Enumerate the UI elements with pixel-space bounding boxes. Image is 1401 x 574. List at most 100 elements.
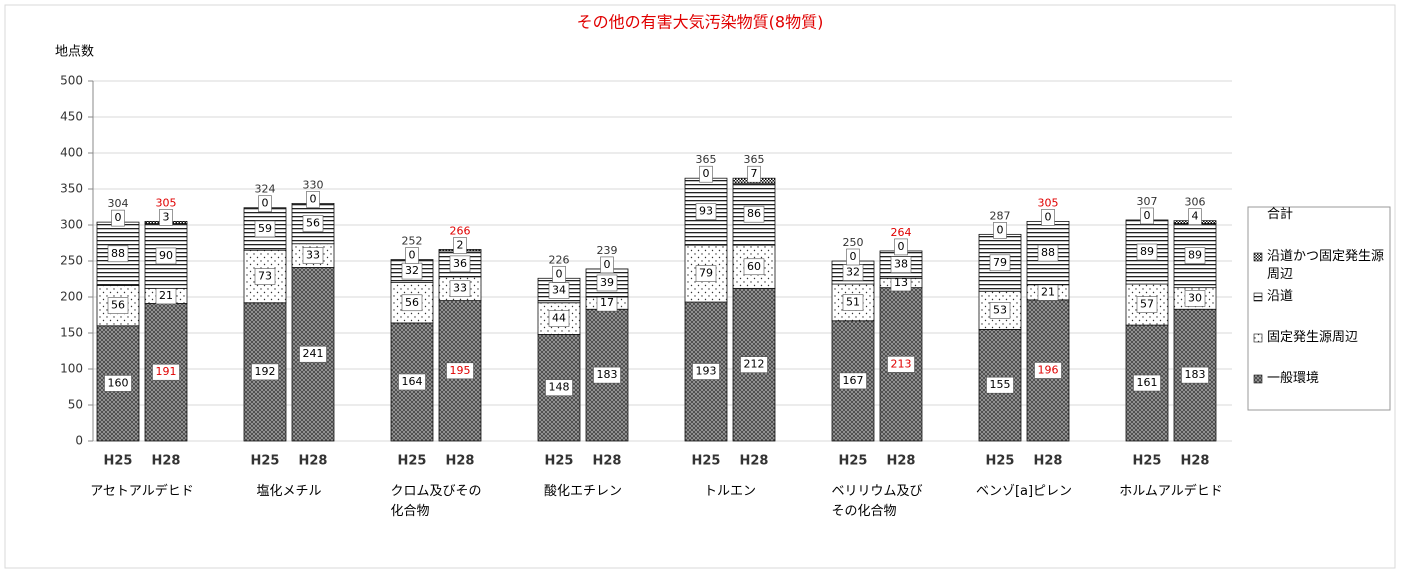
value-label: 39 [600, 276, 614, 289]
group-label: トルエン [703, 484, 757, 499]
value-label: 36 [453, 257, 467, 270]
value-label-box [405, 247, 419, 264]
value-label: 3 [163, 210, 170, 223]
x-tick-label: H28 [1034, 454, 1063, 469]
value-label: 32 [846, 266, 860, 279]
value-label-box [299, 345, 327, 363]
value-label: 51 [846, 295, 860, 308]
total-label: 239 [597, 244, 618, 257]
legend-swatch [1253, 252, 1263, 262]
value-label: 56 [111, 299, 125, 312]
y-tick-label: 300 [60, 218, 83, 232]
x-tick-label: H28 [1181, 454, 1210, 469]
value-label-box [1041, 209, 1055, 226]
value-label-box [846, 248, 860, 266]
value-label: 164 [402, 375, 423, 388]
value-label: 0 [556, 267, 563, 280]
value-label-box [104, 375, 132, 392]
value-label-box [695, 203, 717, 220]
value-label: 56 [306, 217, 320, 230]
legend-swatch [1253, 374, 1263, 384]
value-label-box [593, 366, 621, 384]
value-label: 192 [255, 365, 276, 378]
value-label: 89 [1188, 249, 1202, 262]
value-label-box [839, 372, 867, 390]
value-label: 160 [108, 376, 129, 389]
value-label-box [251, 363, 279, 381]
value-label-box [894, 238, 908, 256]
value-label-box [986, 376, 1014, 394]
value-label: 0 [409, 249, 416, 262]
value-label-box [887, 356, 915, 373]
total-label: 330 [303, 178, 324, 191]
value-label-box [254, 220, 276, 238]
value-label: 86 [747, 207, 761, 220]
value-label: 17 [600, 296, 614, 309]
value-label-box [446, 362, 474, 380]
value-label-box [152, 363, 180, 381]
x-tick-label: H28 [152, 454, 181, 469]
value-label: 38 [894, 258, 908, 271]
value-label-box [743, 258, 765, 276]
value-label: 212 [744, 358, 765, 371]
x-tick-label: H25 [104, 454, 133, 469]
value-label-box [258, 195, 272, 213]
value-label-box [107, 245, 129, 263]
value-label: 56 [405, 296, 419, 309]
total-label: 287 [990, 209, 1011, 222]
value-label: 32 [405, 264, 419, 277]
value-label: 195 [450, 364, 471, 377]
y-tick-label: 150 [60, 326, 83, 340]
value-label: 161 [1137, 376, 1158, 389]
value-label: 193 [696, 365, 717, 378]
legend-label: 合計 [1267, 207, 1294, 222]
value-label: 33 [453, 282, 467, 295]
legend-label: 固定発生源周辺 [1267, 330, 1359, 345]
total-label: 250 [843, 236, 864, 249]
bar-segment [978, 328, 1022, 442]
legend-swatch [1253, 333, 1263, 343]
value-label-box [600, 256, 614, 274]
value-label: 0 [604, 258, 611, 271]
value-label: 88 [1041, 246, 1055, 259]
x-tick-label: H25 [398, 454, 427, 469]
bar-segment [585, 308, 629, 442]
total-label: 226 [549, 253, 570, 266]
group-label: アセトアルデヒド [90, 484, 194, 499]
x-tick-label: H28 [887, 454, 916, 469]
value-label: 0 [115, 211, 122, 224]
y-axis-label: 地点数 [55, 45, 94, 60]
total-label: 304 [108, 197, 129, 210]
value-label-box [306, 191, 320, 208]
legend-label: 沿道 [1267, 289, 1294, 304]
value-label: 57 [1140, 298, 1154, 311]
legend-label: 沿道かつ固定発生源周辺 [1267, 249, 1385, 282]
value-label-box [747, 165, 761, 183]
value-label: 183 [597, 368, 618, 381]
value-label: 93 [699, 205, 713, 218]
value-label-box [159, 209, 173, 226]
value-label: 60 [747, 260, 761, 273]
y-tick-label: 250 [60, 254, 83, 268]
x-tick-label: H25 [692, 454, 721, 469]
group-label: ベンゾ[a]ピレン [975, 484, 1073, 499]
value-label-box [1133, 374, 1161, 392]
value-label-box [1034, 362, 1062, 379]
value-label: 0 [898, 240, 905, 253]
value-label: 2 [457, 238, 464, 251]
value-label-box [1140, 207, 1154, 225]
value-label: 90 [159, 249, 173, 262]
total-label: 252 [402, 235, 423, 248]
value-label: 0 [262, 197, 269, 210]
value-label: 241 [303, 347, 324, 360]
value-label-box [449, 280, 471, 298]
value-label-box [1184, 290, 1206, 307]
value-label-box [548, 310, 570, 327]
value-label-box [1181, 366, 1209, 384]
value-label: 0 [310, 192, 317, 205]
group-label: クロム及びその 化合物 [390, 484, 482, 519]
value-label: 0 [1144, 209, 1151, 222]
total-label: 266 [450, 224, 471, 237]
chart-title: その他の有害大気汚染物質(8物質) [577, 13, 824, 32]
